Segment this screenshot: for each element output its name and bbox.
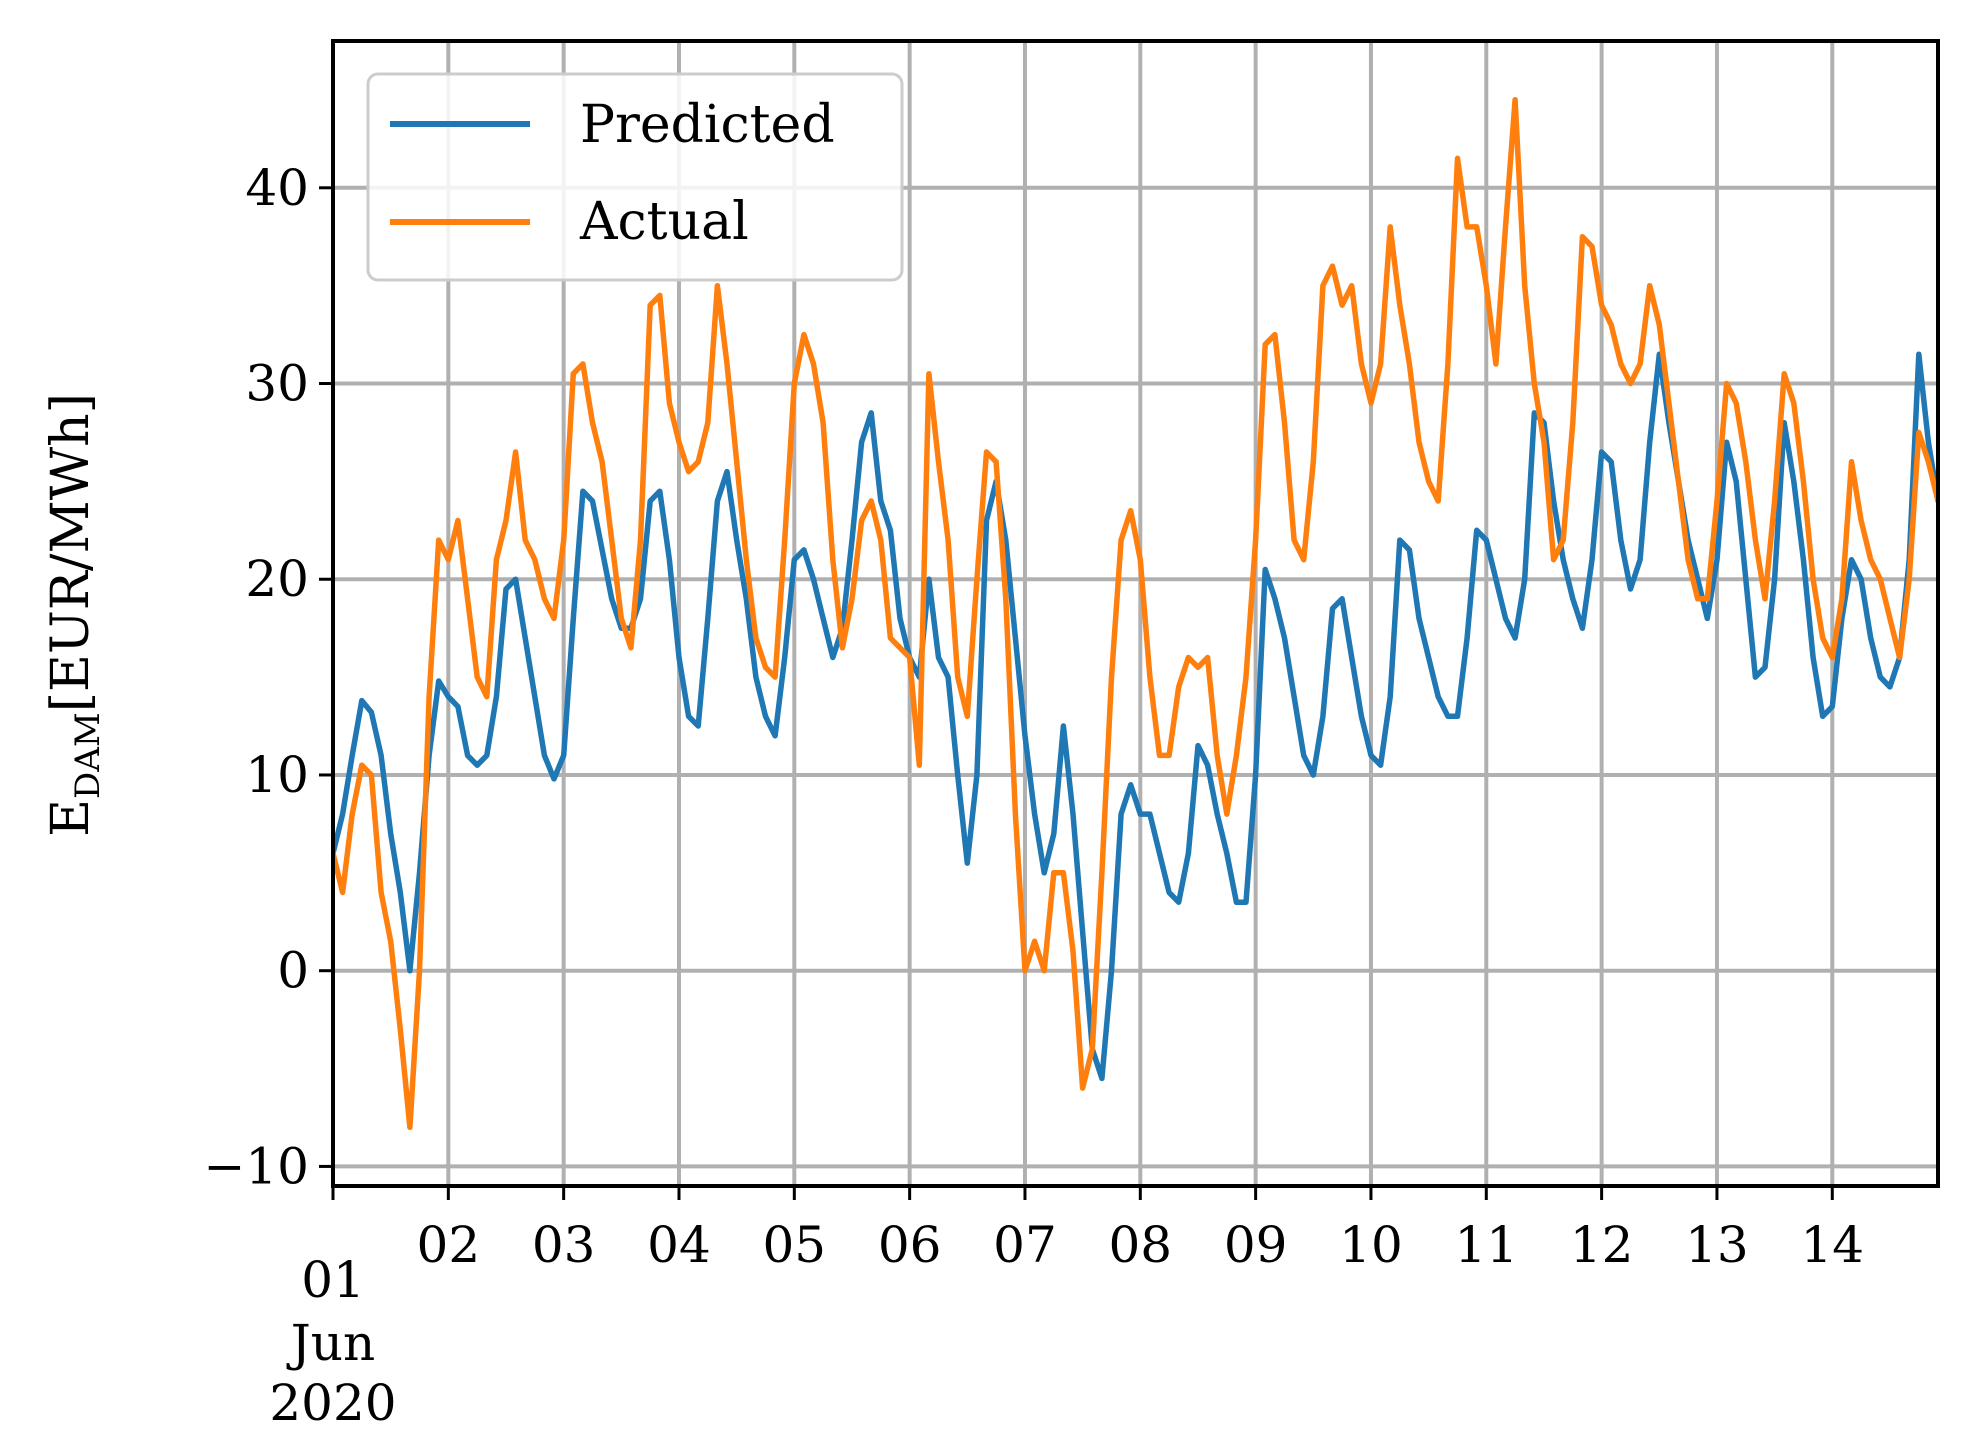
x-tick-label: 03 bbox=[532, 1216, 596, 1274]
y-tick-labels: −10 0 10 20 30 40 bbox=[203, 159, 309, 1196]
x-tick-label: 05 bbox=[763, 1216, 827, 1274]
x-tick-label: 04 bbox=[647, 1216, 711, 1274]
y-axis-label-main: E bbox=[41, 799, 101, 837]
x-tick-label: 01 bbox=[301, 1251, 365, 1309]
legend-label-predicted: Predicted bbox=[580, 95, 835, 155]
y-tick-label: 20 bbox=[245, 550, 309, 608]
axis-ticks bbox=[319, 186, 1834, 1200]
y-axis-label-unit: [EUR/MWh] bbox=[41, 393, 101, 712]
series-line-actual bbox=[333, 96, 1938, 1131]
y-tick-label: −10 bbox=[203, 1137, 309, 1195]
y-axis-label-subscript: DAM bbox=[68, 712, 108, 799]
x-tick-label: 11 bbox=[1454, 1216, 1518, 1274]
grid bbox=[331, 41, 1938, 1186]
y-tick-label: 0 bbox=[277, 942, 309, 1000]
x-tick-year-label: 2020 bbox=[269, 1374, 396, 1432]
x-tick-label: 02 bbox=[417, 1216, 481, 1274]
legend: Predicted Actual bbox=[366, 72, 904, 282]
x-tick-label: 07 bbox=[993, 1216, 1057, 1274]
x-tick-label: 14 bbox=[1800, 1216, 1864, 1274]
x-tick-month-label: Jun bbox=[286, 1314, 375, 1372]
x-tick-label: 12 bbox=[1570, 1216, 1634, 1274]
x-tick-label: 10 bbox=[1339, 1216, 1403, 1274]
y-tick-label: 30 bbox=[245, 355, 309, 413]
plot-frame bbox=[331, 39, 1940, 1188]
y-tick-label: 10 bbox=[245, 746, 309, 804]
x-tick-label: 13 bbox=[1685, 1216, 1749, 1274]
series-layer bbox=[333, 96, 1938, 1131]
x-tick-label: 08 bbox=[1108, 1216, 1172, 1274]
y-tick-label: 40 bbox=[245, 159, 309, 217]
x-tick-label: 06 bbox=[878, 1216, 942, 1274]
x-tick-label: 09 bbox=[1224, 1216, 1288, 1274]
y-axis-label: EDAM[EUR/MWh] bbox=[41, 393, 108, 837]
legend-label-actual: Actual bbox=[579, 192, 749, 252]
